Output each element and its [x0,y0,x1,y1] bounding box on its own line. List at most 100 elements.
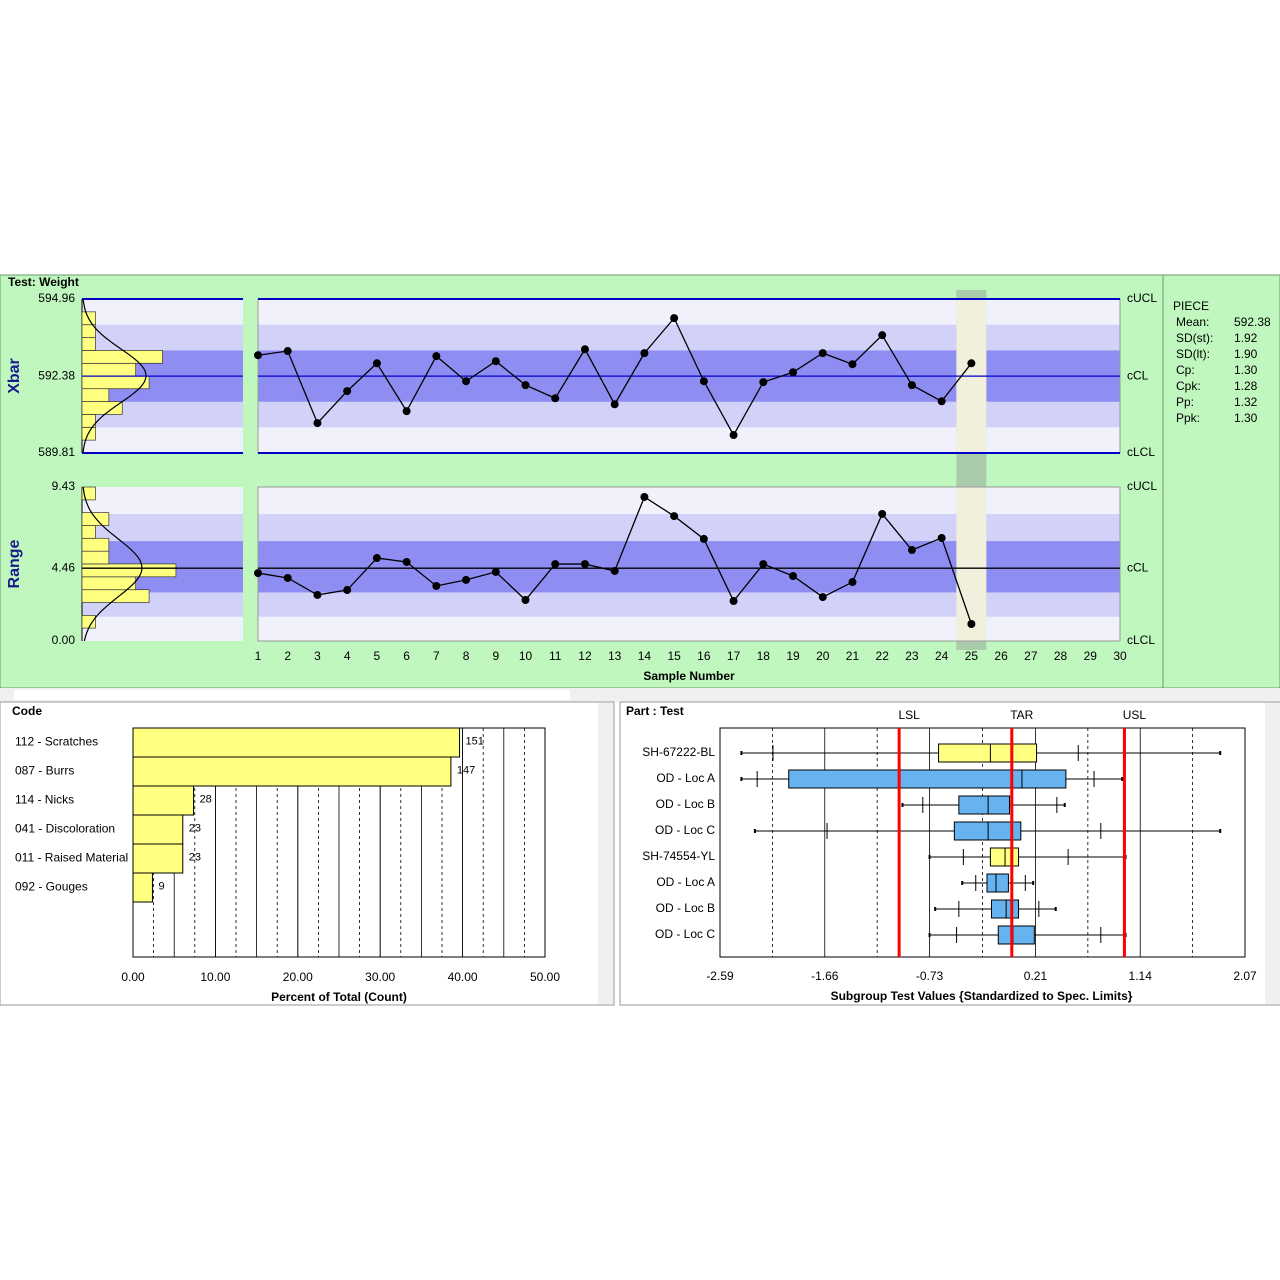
x-tick-label: 6 [403,649,410,663]
y-tick-label: 594.96 [38,291,75,305]
data-point [967,620,976,629]
x-tick-label: 5 [374,649,381,663]
x-tick-label: 1.14 [1129,969,1153,983]
box [989,847,1020,867]
data-point [878,331,887,340]
x-tick-label: 0.00 [121,970,145,984]
stat-label: Pp: [1176,395,1194,409]
data-point [283,347,292,356]
value-label: 23 [189,822,201,834]
row-label: OD - Loc C [655,927,715,941]
control-label: cUCL [1127,291,1157,305]
data-point [907,546,916,555]
x-tick-label: 1 [255,649,262,663]
x-tick-label: 2 [284,649,291,663]
spec-label: USL [1123,708,1147,722]
v-scrollbar[interactable] [1265,703,1280,1004]
data-point [462,575,471,584]
control-label: cCL [1127,560,1149,574]
data-point [462,377,471,386]
stat-label: SD(st): [1176,331,1213,345]
hist-bar [81,537,110,552]
data-point [759,560,768,569]
data-point [699,534,708,543]
x-tick-label: 10 [519,649,533,663]
hist-bar [81,388,110,402]
data-point [937,397,946,406]
data-point [699,377,708,386]
y-axis-label: Xbar [6,358,23,394]
hist-bar [81,563,177,578]
data-point [521,381,530,390]
hist-bar [81,350,163,364]
x-tick-label: 28 [1054,649,1068,663]
row-label: OD - Loc A [656,875,715,889]
control-label: cCL [1127,368,1149,382]
data-point [818,349,827,358]
x-tick-label: 11 [549,649,562,663]
data-point [580,560,589,569]
category-label: 092 - Gouges [15,880,88,894]
data-point [343,586,352,595]
hist-bar [81,615,96,629]
plot-frame [719,727,1246,958]
x-tick-label: 19 [786,649,800,663]
control-label: cUCL [1127,479,1157,493]
x-tick-label: 20 [816,649,830,663]
data-point [491,357,500,366]
scroll-thumb[interactable] [14,690,570,700]
x-tick-label: 26 [994,649,1008,663]
data-point [551,394,560,403]
x-tick-label: 50.00 [530,970,560,984]
bar [132,814,184,845]
hist-bar [81,375,150,390]
bar [132,756,452,787]
data-point [610,566,619,575]
data-point [402,407,411,416]
y-axis-label: Range [6,539,23,588]
x-tick-label: 27 [1024,649,1038,663]
category-label: 087 - Burrs [15,764,74,778]
data-point [670,314,679,323]
data-point [551,560,560,569]
x-tick-label: 3 [314,649,321,663]
data-point [670,512,679,521]
stat-value: 1.28 [1234,379,1258,393]
box [938,743,1038,763]
hist-bar [81,576,137,591]
stat-label: Cpk: [1176,379,1201,393]
value-label: 147 [457,764,475,776]
value-label: 9 [158,880,164,892]
plot-frame [257,486,1121,642]
x-tick-label: 14 [638,649,652,663]
data-point [640,349,649,358]
data-point [818,593,827,602]
stat-label: SD(lt): [1176,347,1210,361]
x-tick-label: -1.66 [811,969,839,983]
normal-curve [82,486,143,642]
x-tick-label: 8 [463,649,470,663]
x-tick-label: 18 [757,649,771,663]
v-scrollbar[interactable] [598,703,613,1004]
x-tick-label: 30.00 [365,970,395,984]
data-point [254,351,262,360]
value-label: 23 [189,851,201,863]
stat-value: 1.90 [1234,347,1258,361]
x-tick-label: 17 [727,649,741,663]
data-point [640,492,649,501]
x-tick-label: 7 [433,649,440,663]
box [958,795,1011,815]
category-label: 011 - Raised Material [15,851,128,865]
x-tick-label: 22 [876,649,890,663]
value-label: 151 [466,735,484,747]
panel-header: Code [12,704,42,718]
data-point [521,596,530,605]
x-tick-label: 12 [578,649,592,663]
x-tick-label: -2.59 [706,969,734,983]
x-tick-label: 16 [697,649,711,663]
bar [132,843,184,874]
y-tick-label: 592.38 [38,368,75,382]
x-axis-label: Sample Number [643,669,735,683]
data-point [313,419,322,428]
hist-bar [81,401,123,415]
